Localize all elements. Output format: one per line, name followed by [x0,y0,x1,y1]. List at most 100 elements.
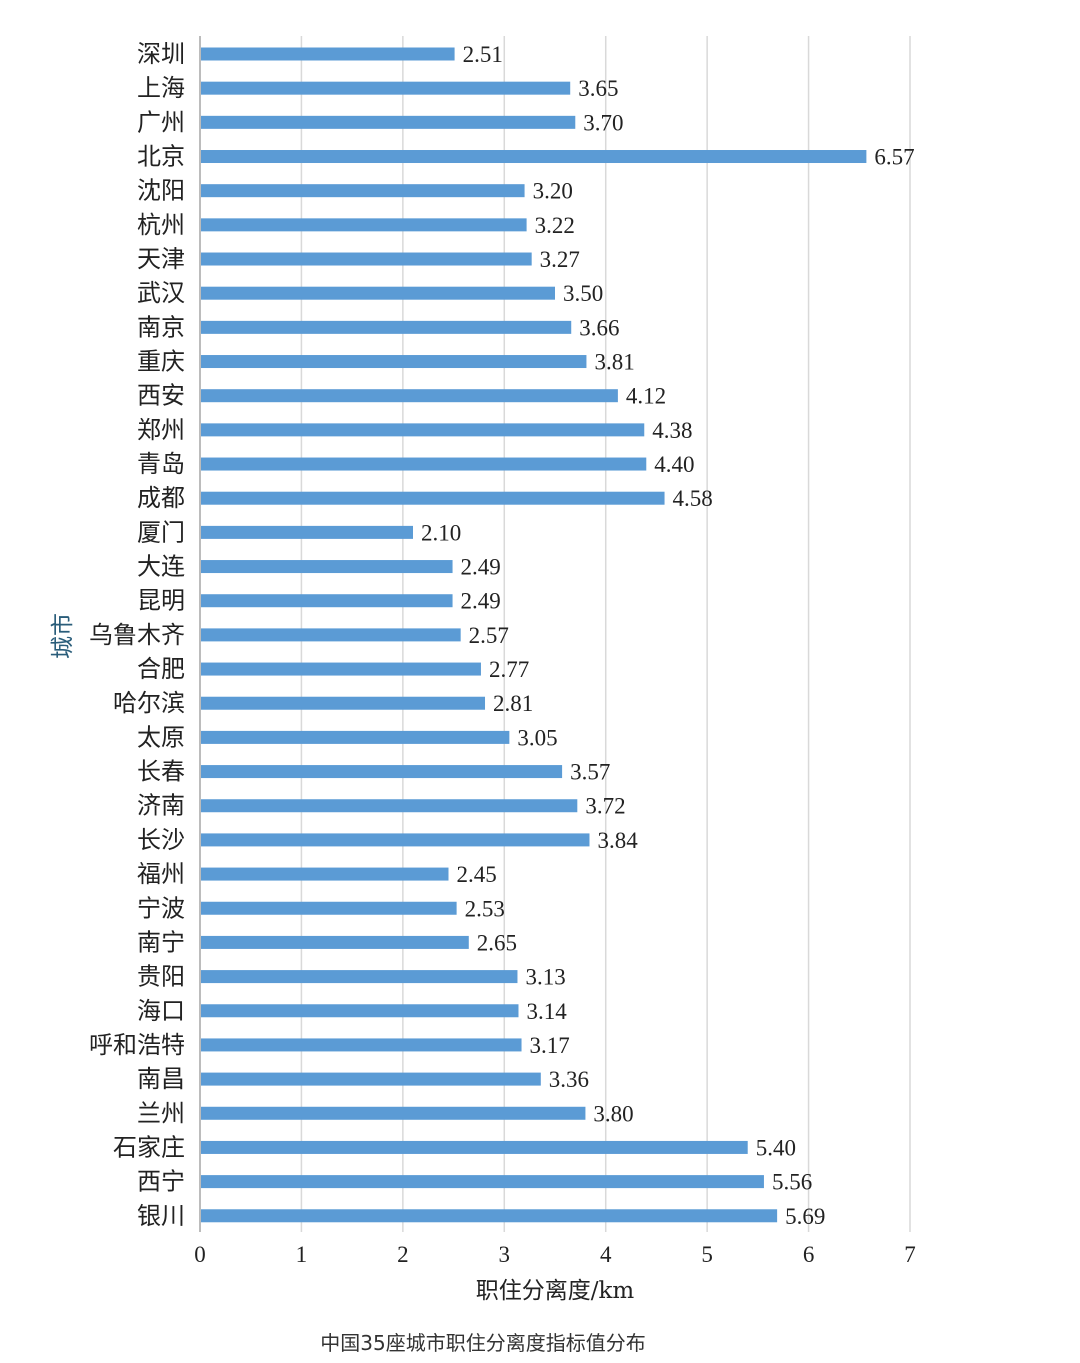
category-label: 天津 [137,245,185,273]
bar [201,867,449,881]
category-label: 长春 [137,758,185,786]
category-label: 长沙 [137,826,185,854]
x-tick-labels: 0 1 2 3 4 5 6 7 [194,1242,916,1267]
bar [201,970,518,984]
figure-caption: 中国35座城市职住分离度指标值分布 [320,1331,645,1355]
category-label: 深圳 [137,40,185,68]
bar [201,286,555,300]
data-label: 2.49 [461,589,501,614]
bar [201,560,453,574]
category-label: 宁波 [137,894,185,922]
data-label: 2.77 [489,657,529,682]
data-label: 3.14 [526,999,567,1024]
bar [201,799,578,813]
category-label: 南京 [137,313,185,341]
category-label: 兰州 [137,1099,185,1127]
category-label: 石家庄 [113,1133,185,1161]
data-label: 3.57 [570,760,610,785]
category-label: 海口 [137,997,185,1025]
x-tick-label: 7 [904,1242,916,1267]
category-label: 大连 [137,553,185,581]
bars [201,47,867,1223]
data-label: 3.05 [517,725,557,750]
category-label: 北京 [137,143,185,171]
bar [201,833,590,847]
data-label: 2.45 [457,862,497,887]
category-label: 昆明 [137,587,185,615]
data-label: 3.84 [597,828,638,853]
bar [201,935,469,949]
category-label: 合肥 [137,655,185,683]
data-label: 4.58 [673,486,713,511]
category-label: 福州 [137,860,185,888]
category-label: 武汉 [137,279,185,307]
x-tick-label: 3 [499,1242,511,1267]
category-label: 成都 [137,484,185,512]
data-label: 5.69 [785,1204,825,1229]
data-label: 4.12 [626,384,666,409]
category-label: 乌鲁木齐 [89,621,185,649]
data-label: 6.57 [874,145,914,170]
data-label: 3.27 [540,247,580,272]
data-label: 3.70 [583,110,623,135]
bar [201,320,572,334]
bar [201,525,413,539]
category-label: 银川 [137,1202,185,1230]
bar [201,491,665,505]
category-label: 重庆 [137,348,185,376]
x-tick-label: 2 [397,1242,409,1267]
category-label: 杭州 [137,211,185,239]
data-label: 3.36 [549,1067,589,1092]
bar [201,662,481,676]
data-label: 2.57 [469,623,509,648]
category-label: 太原 [137,723,185,751]
category-label: 沈阳 [137,177,185,205]
bar [201,901,457,915]
bar [201,355,587,369]
bar [201,1106,586,1120]
bar [201,150,867,164]
data-label: 3.13 [525,965,565,990]
data-label: 3.80 [593,1101,633,1126]
data-label: 3.22 [535,213,575,238]
category-label: 西安 [137,382,185,410]
bar [201,184,525,198]
bar [201,1175,764,1189]
bar [201,1140,748,1154]
data-label: 5.56 [772,1170,812,1195]
data-label: 2.65 [477,930,517,955]
category-label: 南宁 [137,928,185,956]
bar [201,765,563,779]
bar [201,1004,519,1018]
category-label: 郑州 [137,416,185,444]
x-tick-label: 5 [701,1242,713,1267]
bar [201,1038,522,1052]
data-label: 2.81 [493,691,533,716]
category-labels: 深圳上海广州北京沈阳杭州天津武汉南京重庆西安郑州青岛成都厦门大连昆明乌鲁木齐合肥… [89,40,185,1230]
value-labels: 2.51 3.65 3.70 6.57 3.20 3.22 3.27 3.50 3.66 3.81… [421,42,915,1229]
category-label: 厦门 [137,518,185,546]
bar [201,730,510,744]
bar [201,594,453,608]
data-label: 2.49 [461,555,501,580]
data-label: 2.10 [421,520,461,545]
bar [201,423,645,437]
bar [201,1072,541,1086]
data-label: 2.51 [463,42,503,67]
bar [201,1209,778,1223]
data-label: 5.40 [756,1135,796,1160]
data-label: 4.40 [654,452,694,477]
data-label: 3.66 [579,315,619,340]
category-label: 南昌 [137,1065,185,1093]
bar [201,115,576,129]
x-axis-title: 职住分离度/km [476,1278,635,1304]
data-label: 3.17 [530,1033,570,1058]
category-label: 青岛 [137,450,185,478]
bar [201,218,527,232]
x-tick-label: 0 [194,1242,206,1267]
y-axis-title: 城市 [50,613,76,659]
category-label: 呼和浩特 [89,1031,185,1059]
bar [201,47,455,61]
x-tick-label: 6 [803,1242,815,1267]
